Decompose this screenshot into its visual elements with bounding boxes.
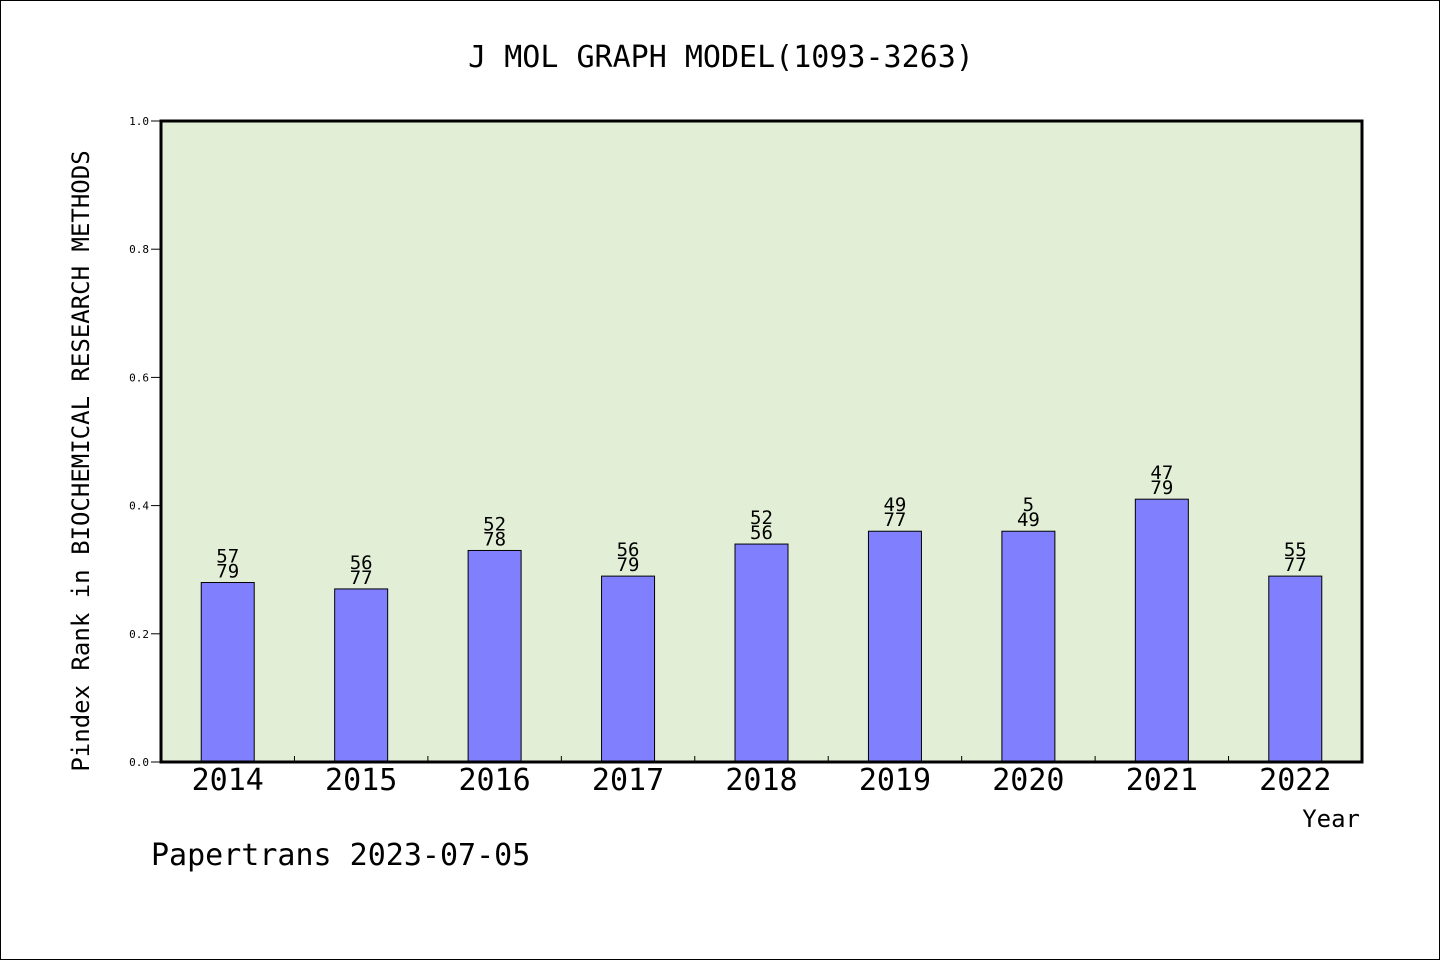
x-tick-label: 2021 xyxy=(1126,763,1198,798)
x-tick-label: 2018 xyxy=(725,763,797,798)
y-tick-label: 0.8 xyxy=(129,243,149,256)
x-tick-label: 2019 xyxy=(859,763,931,798)
bar-rank-label: 47 xyxy=(1150,462,1173,484)
bar-rank-label: 52 xyxy=(750,507,773,529)
bar-2017 xyxy=(601,575,656,763)
bar-total-label: 77 xyxy=(883,509,906,531)
x-tick-label: 2017 xyxy=(592,763,664,798)
bar-total-label: 49 xyxy=(1017,509,1040,531)
bar-total-label: 79 xyxy=(216,561,239,583)
x-tick-label: 2014 xyxy=(192,763,264,798)
x-tick-label: 2022 xyxy=(1259,763,1331,798)
x-tick-label: 2015 xyxy=(325,763,397,798)
bar-2021 xyxy=(1134,498,1189,763)
bar-rank-label: 56 xyxy=(350,552,373,574)
bar-rank-label: 57 xyxy=(216,546,239,568)
bar-total-label: 56 xyxy=(750,522,773,544)
y-tick-label: 0.6 xyxy=(129,371,149,384)
bar-2018 xyxy=(734,543,789,763)
y-tick-label: 0.4 xyxy=(129,500,149,513)
bar-2016 xyxy=(467,549,522,763)
bar-2020 xyxy=(1001,530,1056,763)
bar-2015 xyxy=(334,588,389,763)
y-tick-label: 0.2 xyxy=(129,628,149,641)
bar-rank-label: 49 xyxy=(883,494,906,516)
bar-rank-label: 52 xyxy=(483,513,506,535)
bar-total-label: 78 xyxy=(483,528,506,550)
x-tick-label: 2020 xyxy=(992,763,1064,798)
bar-2014 xyxy=(200,582,255,763)
bar-total-label: 77 xyxy=(350,567,373,589)
y-axis-label: Pindex Rank in BIOCHEMICAL RESEARCH METH… xyxy=(67,150,95,771)
x-axis-label: Year xyxy=(1302,805,1360,833)
bar-rank-label: 5 xyxy=(1023,494,1034,516)
bar-total-label: 77 xyxy=(1284,554,1307,576)
bar-2022 xyxy=(1268,575,1323,763)
footer-credit: Papertrans 2023-07-05 xyxy=(151,838,530,873)
bar-rank-label: 55 xyxy=(1284,539,1307,561)
chart-title: J MOL GRAPH MODEL(1093-3263) xyxy=(468,40,974,75)
bar-rank-label: 56 xyxy=(617,539,640,561)
bar-2019 xyxy=(867,530,922,763)
x-tick-label: 2016 xyxy=(458,763,530,798)
bar-total-label: 79 xyxy=(617,554,640,576)
axis-ticks: 2014 2015 2016 2017 2018 2019 2020 2021 2022 0.0 0… xyxy=(129,115,1331,798)
bar-total-label: 79 xyxy=(1150,477,1173,499)
y-tick-label: 1.0 xyxy=(129,115,149,128)
y-tick-label: 0.0 xyxy=(129,756,149,769)
plot-frame xyxy=(159,119,1364,764)
